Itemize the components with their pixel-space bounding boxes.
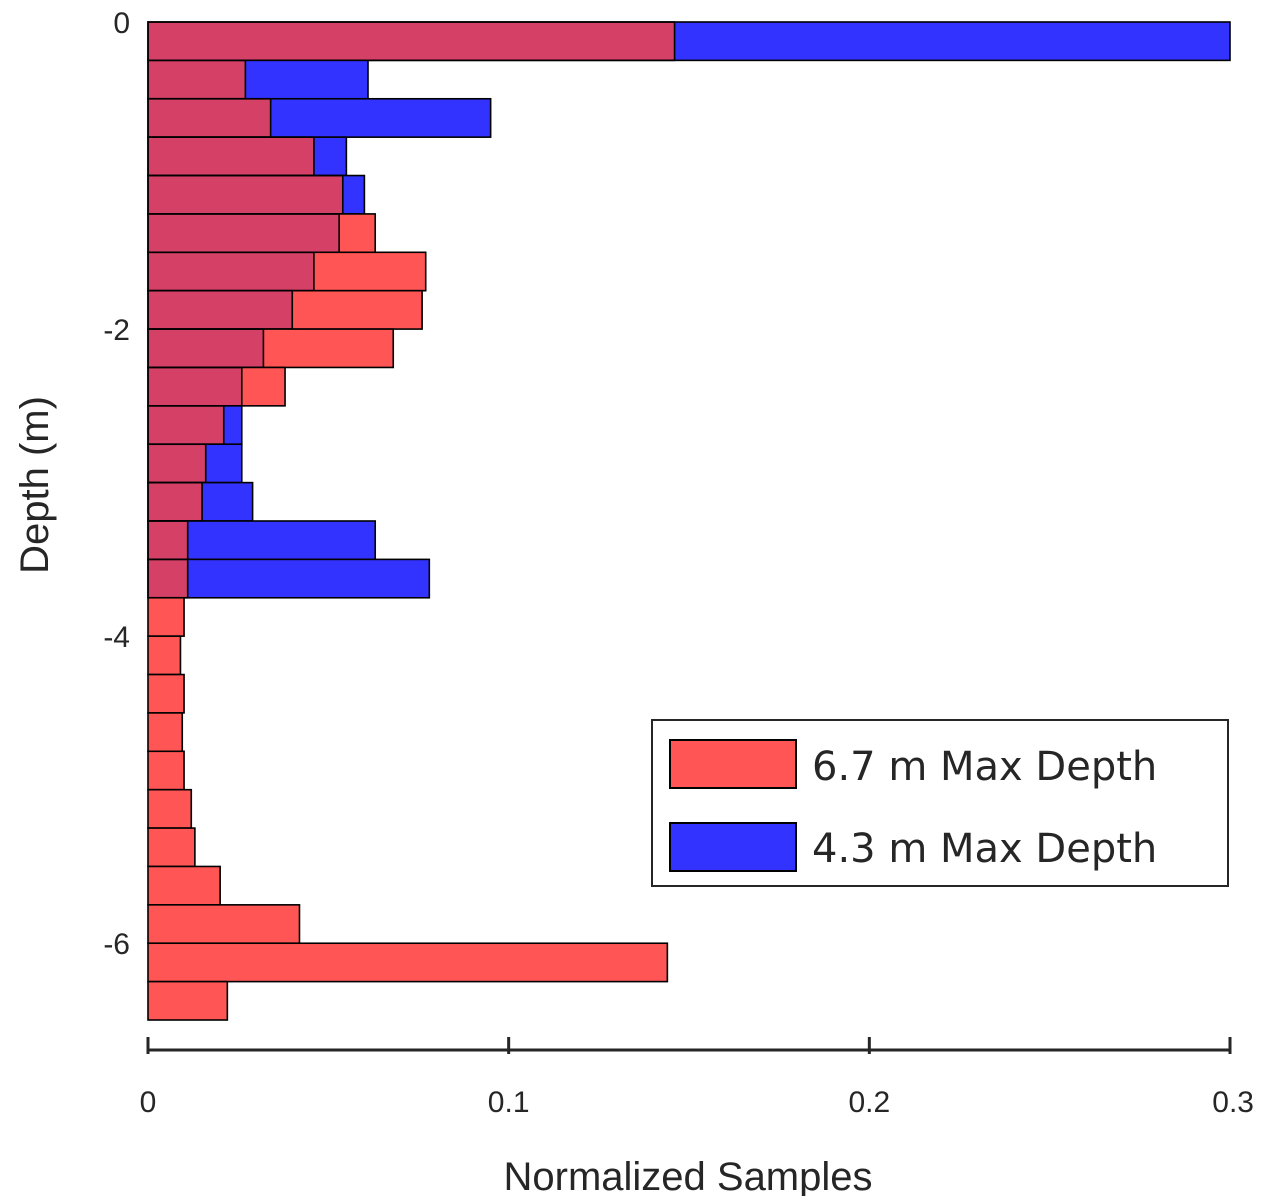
x-tick-label-2: 0.2 bbox=[848, 1086, 890, 1119]
bar-series-2-excess-2 bbox=[270, 98, 491, 138]
bar-series-1-excess-20 bbox=[148, 789, 192, 829]
bar-series-2-excess-13 bbox=[187, 521, 376, 560]
axes-layer: 0 0.1 0.2 0.3 Normalized Samples 0 -2 -4 -6 Depth… bbox=[13, 7, 1254, 1199]
bar-overlap-7 bbox=[148, 290, 293, 330]
bar-series-1-24 bbox=[147, 942, 669, 983]
bar-overlap-11 bbox=[148, 444, 206, 483]
bar-series-1-excess-6 bbox=[313, 252, 426, 291]
bar-overlap-6 bbox=[148, 252, 314, 291]
bar-series-2-excess-12 bbox=[202, 482, 253, 521]
bar-series-1-excess-17 bbox=[148, 674, 185, 713]
bar-series-1-excess-15 bbox=[148, 597, 185, 637]
bar-overlap-4 bbox=[148, 175, 343, 214]
bar-overlap-0 bbox=[148, 22, 675, 61]
bar-series-2-excess-10 bbox=[223, 405, 242, 445]
bar-overlap-10 bbox=[148, 405, 224, 445]
y-tick-label-3: -6 bbox=[103, 928, 130, 961]
bar-overlap-8 bbox=[148, 329, 264, 368]
bar-series-2-excess-14 bbox=[187, 559, 430, 598]
bar-overlap-3 bbox=[148, 137, 314, 176]
x-tick-label-3: 0.3 bbox=[1212, 1086, 1254, 1119]
bar-series-1-25 bbox=[147, 980, 229, 1021]
legend: 6.7 m Max Depth 4.3 m Max Depth bbox=[651, 719, 1229, 887]
bar-series-1-excess-8 bbox=[263, 329, 394, 368]
bar-series-1-excess-24 bbox=[148, 943, 668, 982]
legend-label-series-2: 4.3 m Max Depth bbox=[812, 826, 1157, 872]
bar-overlap-12 bbox=[148, 482, 203, 521]
bar-series-1-excess-22 bbox=[148, 866, 221, 905]
y-tick-label-0: 0 bbox=[113, 7, 130, 40]
bar-overlap-14 bbox=[148, 559, 188, 598]
legend-swatch-series-2 bbox=[669, 822, 797, 872]
y-tick-label-1: -2 bbox=[103, 314, 130, 347]
x-axis-label: Normalized Samples bbox=[503, 1155, 872, 1196]
x-tick-label-1: 0.1 bbox=[488, 1086, 530, 1119]
bar-series-2-14 bbox=[147, 558, 431, 599]
bars-layer bbox=[147, 21, 1231, 1021]
bar-series-2-excess-1 bbox=[245, 60, 369, 99]
bar-overlap-2 bbox=[148, 98, 271, 138]
bar-overlap-13 bbox=[148, 521, 188, 560]
bar-overlap-9 bbox=[148, 367, 242, 406]
bar-series-1-excess-19 bbox=[148, 751, 185, 790]
bar-series-2-excess-0 bbox=[674, 22, 1230, 61]
bar-series-1-excess-21 bbox=[148, 828, 195, 867]
bar-overlap-5 bbox=[148, 213, 340, 253]
bar-series-1-excess-25 bbox=[148, 981, 228, 1020]
bar-series-2-excess-4 bbox=[342, 175, 365, 214]
bar-series-1-excess-16 bbox=[148, 636, 181, 675]
legend-label-series-1: 6.7 m Max Depth bbox=[812, 744, 1157, 790]
bar-series-1-excess-5 bbox=[339, 213, 376, 253]
bar-overlap-1 bbox=[148, 60, 246, 99]
legend-swatch-series-1 bbox=[669, 739, 797, 789]
bar-series-1-excess-18 bbox=[148, 712, 183, 752]
bar-series-2-0 bbox=[147, 21, 1231, 62]
bar-series-1-excess-23 bbox=[148, 904, 300, 944]
x-tick-label-0: 0 bbox=[140, 1086, 157, 1119]
bar-series-2-excess-11 bbox=[205, 444, 242, 483]
y-axis-label: Depth (m) bbox=[13, 396, 57, 574]
bar-series-1-excess-7 bbox=[292, 290, 423, 330]
bar-series-2-excess-3 bbox=[313, 137, 347, 176]
bar-series-1-excess-9 bbox=[241, 367, 286, 406]
y-tick-label-2: -4 bbox=[103, 621, 130, 654]
